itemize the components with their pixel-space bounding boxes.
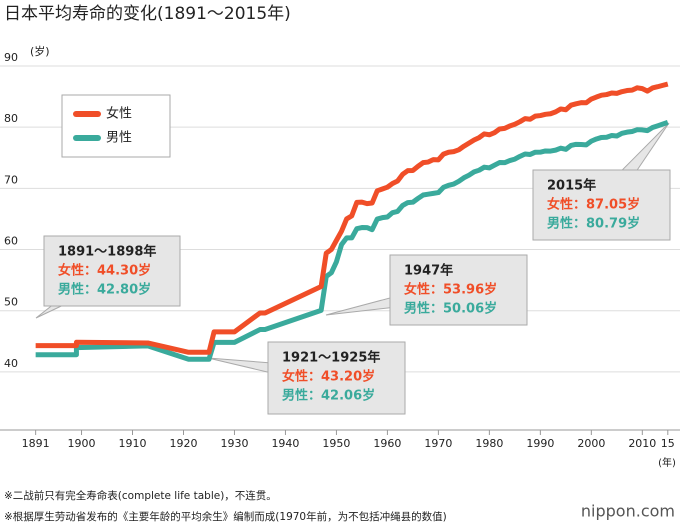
annotation-female: 女性：44.30岁 <box>58 263 151 279</box>
annotation-title: 1921～1925年 <box>282 350 380 366</box>
y-tick-label: 90 <box>4 51 18 64</box>
note: ※根据厚生劳动省发布的《主要年龄的平均余生》编制而成(1970年前，为不包括冲绳… <box>4 510 447 523</box>
source: nippon.com <box>581 502 675 521</box>
callout-cover <box>89 262 118 286</box>
y-tick-label: 40 <box>4 357 18 370</box>
x-tick-label: 1960 <box>373 437 401 450</box>
x-tick-label: 1920 <box>169 437 197 450</box>
annotation-male: 男性：50.06岁 <box>404 301 497 317</box>
annotation-male: 男性：42.80岁 <box>58 282 151 298</box>
x-tick-label: 1990 <box>526 437 554 450</box>
line-series <box>35 81 669 355</box>
legend-box <box>61 94 171 158</box>
annotation-female: 女性：53.96岁 <box>404 282 497 298</box>
legend-label: 男性 <box>106 131 132 146</box>
line-series <box>35 119 669 362</box>
x-tick-label: 1930 <box>220 437 248 450</box>
y-tick-label: 80 <box>4 112 18 125</box>
x-tick-label: 1891 <box>22 437 50 450</box>
annotation-title: 1891～1898年 <box>58 244 156 260</box>
callout-cover <box>297 368 339 388</box>
y-axis-label: (岁) <box>30 44 50 58</box>
y-tick-label: 50 <box>4 296 18 309</box>
callout-cover <box>593 180 622 212</box>
x-tick-label: 1970 <box>424 437 452 450</box>
x-tick-label: 1980 <box>475 437 503 450</box>
x-tick-label: 1940 <box>271 437 299 450</box>
annotation-female: 女性：87.05岁 <box>547 197 640 213</box>
y-tick-label: 60 <box>4 235 18 248</box>
annotation-male: 男性：80.79岁 <box>547 216 640 232</box>
x-axis-label: (年) <box>658 456 676 469</box>
annotation-box <box>267 341 406 415</box>
x-tick-label: 2010 <box>628 437 656 450</box>
callout-cover <box>418 280 461 300</box>
chart-title: 日本平均寿命的变化(1891～2015年) <box>4 4 291 24</box>
annotation-title: 2015年 <box>547 178 596 194</box>
x-tick-label: 15 <box>661 437 675 450</box>
note: ※二战前只有完全寿命表(complete life table)，不连贯。 <box>4 489 277 502</box>
annotation-title: 1947年 <box>404 263 453 279</box>
x-tick-label: 2000 <box>577 437 605 450</box>
y-tick-label: 70 <box>4 173 18 186</box>
annotation-female: 女性：43.20岁 <box>282 369 375 385</box>
legend-label: 女性 <box>106 106 132 122</box>
x-tick-label: 1950 <box>322 437 350 450</box>
x-tick-label: 1910 <box>119 437 147 450</box>
annotation-male: 男性：42.06岁 <box>282 388 375 404</box>
x-tick-label: 1900 <box>68 437 96 450</box>
